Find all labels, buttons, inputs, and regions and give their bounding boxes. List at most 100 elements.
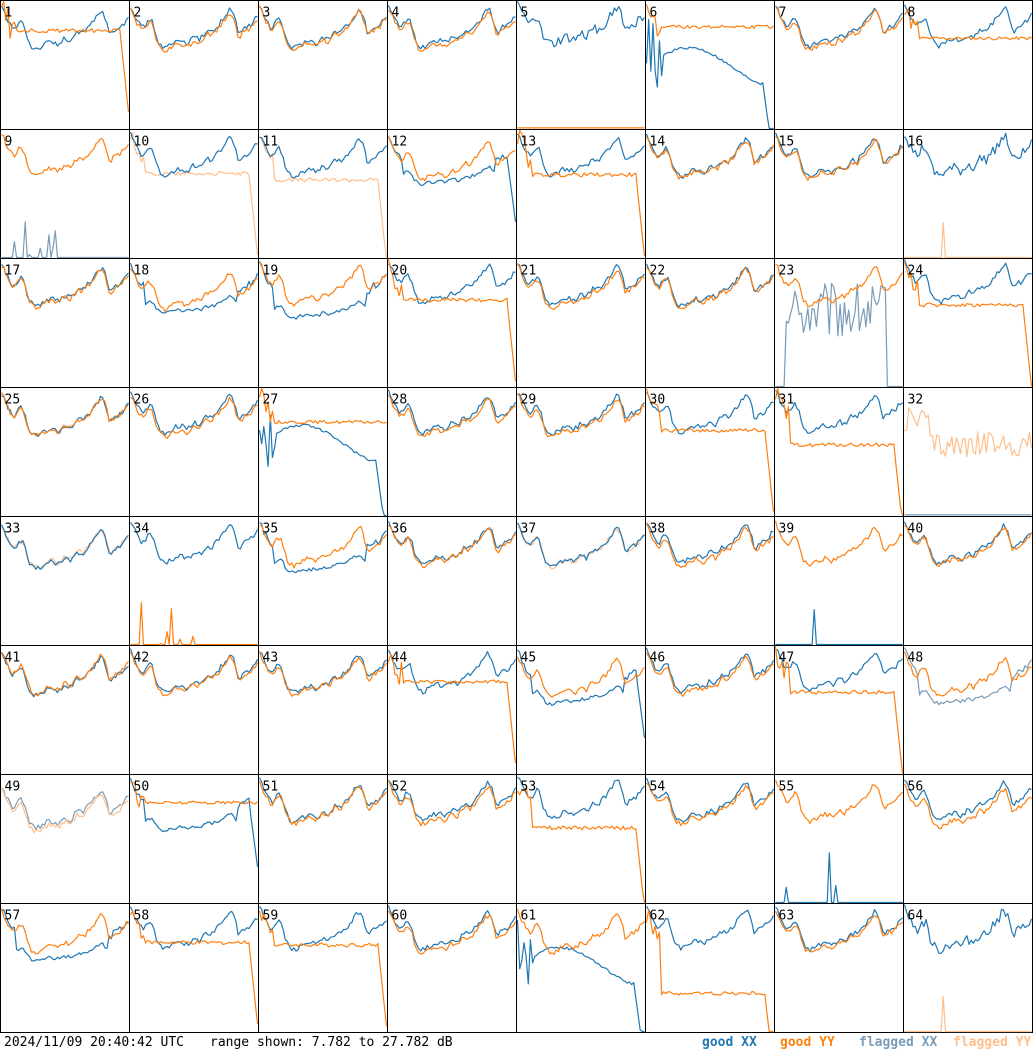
series-line-fyy bbox=[904, 222, 1032, 259]
panel-label: 52 bbox=[392, 780, 408, 795]
series-line-yy bbox=[258, 780, 387, 827]
panel-label: 44 bbox=[392, 651, 408, 666]
panel-frame bbox=[903, 0, 1033, 130]
panel-22: 22 bbox=[645, 258, 775, 388]
series-line-yy bbox=[258, 910, 388, 1027]
series-line-yy bbox=[0, 0, 130, 112]
series-line-xx bbox=[1, 264, 129, 307]
series-line-xx bbox=[259, 906, 387, 952]
panel-49: 49 bbox=[0, 774, 130, 904]
legend-good-yy: good YY bbox=[780, 1035, 835, 1050]
panel-21: 21 bbox=[516, 258, 646, 388]
panel-label: 2 bbox=[134, 6, 142, 21]
panel-62: 62 bbox=[645, 903, 775, 1033]
series-line-xx bbox=[516, 1, 645, 48]
series-line-yy bbox=[1, 392, 129, 437]
panel-59: 59 bbox=[258, 903, 388, 1033]
range-text: range shown: 7.782 to 27.782 dB bbox=[210, 1035, 453, 1050]
series-line-xx bbox=[0, 651, 129, 698]
series-line-xx bbox=[129, 648, 259, 693]
series-line-xx bbox=[259, 522, 387, 574]
panel-40: 40 bbox=[903, 516, 1033, 646]
panel-13: 13 bbox=[516, 129, 646, 259]
panel-4: 4 bbox=[387, 0, 517, 130]
panel-label: 22 bbox=[650, 264, 666, 279]
panel-20: 20 bbox=[387, 258, 517, 388]
panel-label: 64 bbox=[908, 909, 924, 924]
series-line-xx bbox=[387, 649, 517, 695]
panel-28: 28 bbox=[387, 387, 517, 517]
series-line-fxx bbox=[1, 221, 129, 259]
panel-9: 9 bbox=[0, 129, 130, 259]
panel-label: 12 bbox=[392, 135, 408, 150]
panel-63: 63 bbox=[774, 903, 904, 1033]
series-line-xx bbox=[646, 522, 774, 564]
panel-14: 14 bbox=[645, 129, 775, 259]
panel-label: 59 bbox=[263, 909, 279, 924]
series-line-xx bbox=[775, 906, 903, 953]
series-line-yy bbox=[388, 9, 516, 52]
panel-label: 50 bbox=[134, 780, 150, 795]
series-line-xx bbox=[258, 414, 387, 517]
panel-52: 52 bbox=[387, 774, 517, 904]
panel-label: 21 bbox=[521, 264, 537, 279]
panel-46: 46 bbox=[645, 645, 775, 775]
series-line-yy bbox=[129, 651, 259, 697]
panel-43: 43 bbox=[258, 645, 388, 775]
series-line-xx bbox=[645, 647, 775, 694]
timestamp: 2024/11/09 20:40:42 UTC bbox=[4, 1035, 185, 1050]
panel-36: 36 bbox=[387, 516, 517, 646]
panel-label: 11 bbox=[263, 135, 279, 150]
series-line-yy bbox=[774, 520, 903, 567]
panel-frame bbox=[516, 0, 646, 130]
series-line-xx bbox=[645, 777, 775, 823]
panel-label: 23 bbox=[779, 264, 795, 279]
panel-label: 27 bbox=[263, 393, 279, 408]
series-line-xx bbox=[775, 649, 903, 692]
panel-label: 62 bbox=[650, 909, 666, 924]
series-line-yy bbox=[516, 129, 646, 257]
series-line-xx bbox=[130, 521, 259, 565]
series-line-xx bbox=[129, 391, 259, 436]
series-line-yy bbox=[387, 780, 516, 827]
series-line-xx bbox=[0, 5, 129, 50]
series-line-xx bbox=[387, 521, 517, 564]
series-line-xx bbox=[517, 133, 645, 178]
panel-label: 5 bbox=[521, 6, 529, 21]
panel-2: 2 bbox=[129, 0, 259, 130]
panel-3: 3 bbox=[258, 0, 388, 130]
panel-label: 8 bbox=[908, 6, 916, 21]
panel-label: 39 bbox=[779, 522, 795, 537]
panel-7: 7 bbox=[774, 0, 904, 130]
panel-label: 32 bbox=[908, 393, 924, 408]
series-line-xx bbox=[517, 393, 645, 436]
series-line-yy bbox=[1, 266, 129, 310]
panel-19: 19 bbox=[258, 258, 388, 388]
series-line-yy bbox=[387, 910, 517, 955]
series-line-fyy bbox=[129, 132, 259, 255]
panel-1: 1 bbox=[0, 0, 130, 130]
series-line-yy bbox=[129, 7, 258, 53]
panel-12: 12 bbox=[387, 129, 517, 259]
series-line-fyy bbox=[1, 526, 129, 569]
series-line-xx bbox=[387, 136, 517, 222]
panel-label: 58 bbox=[134, 909, 150, 924]
series-line-xx bbox=[387, 389, 517, 436]
series-line-fyy bbox=[517, 526, 645, 570]
series-line-yy bbox=[645, 523, 774, 569]
panel-37: 37 bbox=[516, 516, 646, 646]
panel-label: 4 bbox=[392, 6, 400, 21]
panel-label: 51 bbox=[263, 780, 279, 795]
series-line-yy bbox=[775, 263, 903, 308]
panel-label: 29 bbox=[521, 393, 537, 408]
series-line-yy bbox=[646, 782, 774, 827]
panel-31: 31 bbox=[774, 387, 904, 517]
series-line-yy bbox=[645, 4, 774, 37]
panel-17: 17 bbox=[0, 258, 130, 388]
series-line-xx bbox=[775, 852, 903, 904]
series-line-xx bbox=[259, 652, 387, 694]
series-line-yy bbox=[516, 908, 645, 956]
series-line-yy bbox=[387, 135, 516, 182]
series-line-yy bbox=[903, 261, 1033, 387]
